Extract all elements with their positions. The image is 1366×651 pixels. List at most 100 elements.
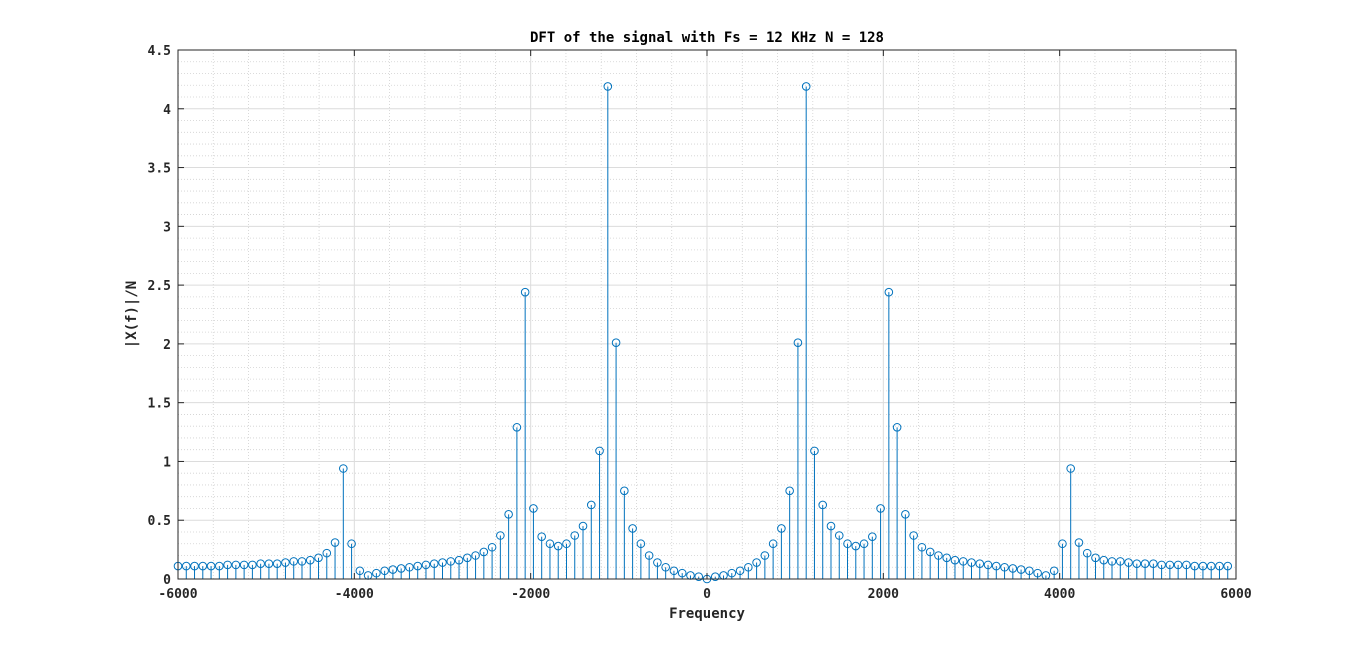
stem-marker [628, 524, 637, 533]
stem-marker [1049, 566, 1059, 576]
stem-marker [396, 564, 406, 573]
stem-marker [801, 82, 811, 91]
stem-marker [586, 500, 596, 510]
x-tick-label: 0 [703, 587, 711, 602]
stem-marker [983, 560, 993, 570]
stem-marker [1182, 560, 1191, 570]
stem-marker [942, 553, 952, 563]
stem-marker [991, 561, 1001, 571]
stem-marker [760, 551, 770, 560]
stem-marker [1082, 548, 1092, 558]
stem-marker [239, 560, 249, 570]
stem-marker [1165, 560, 1175, 570]
y-tick-label: 4.5 [148, 44, 171, 59]
stem-marker [1206, 561, 1216, 571]
stem-marker [272, 559, 282, 569]
stem-marker [1149, 559, 1158, 569]
y-tick-label: 2 [163, 338, 171, 353]
stem-marker [388, 565, 398, 574]
tick-marks [177, 49, 1237, 580]
stem-marker [925, 547, 935, 557]
stem-marker [570, 531, 580, 540]
stem-marker [694, 572, 704, 581]
stem-marker [636, 539, 646, 549]
x-axis-label: Frequency [669, 606, 745, 622]
stem-marker [710, 572, 720, 581]
stem-marker [851, 541, 861, 551]
x-tick-label: 6000 [1220, 587, 1251, 602]
stem-marker [777, 524, 786, 533]
stem-marker [1000, 562, 1009, 572]
stem-marker [669, 566, 679, 576]
stem-marker [496, 531, 505, 540]
stem-marker [264, 559, 274, 569]
stem-marker [1099, 555, 1109, 565]
stem-marker [512, 423, 522, 432]
y-tick-label: 1.5 [148, 397, 171, 412]
stem-marker [975, 559, 985, 569]
y-tick-label: 0.5 [148, 514, 171, 529]
stem-marker [595, 446, 604, 456]
x-tick-label: 2000 [868, 587, 899, 602]
stem-marker [603, 82, 613, 91]
stem-marker [438, 558, 447, 567]
x-tick-label: 4000 [1044, 587, 1075, 602]
stem-marker [504, 510, 513, 519]
y-tick-label: 3 [163, 220, 171, 235]
stem-marker [215, 561, 224, 571]
stem-marker [1157, 560, 1166, 570]
stem-marker [834, 531, 844, 540]
stem-marker [198, 561, 208, 571]
stem-marker [727, 568, 737, 578]
stem-marker [223, 560, 232, 570]
stem-marker [884, 287, 894, 297]
stem-marker [289, 557, 299, 566]
x-tick-label: -6000 [158, 587, 197, 602]
stem-marker [744, 562, 753, 572]
stem-marker [297, 557, 307, 566]
stem-marker [520, 287, 530, 297]
stem-marker [322, 548, 332, 558]
stem-marker [1091, 553, 1100, 563]
stem-marker [1033, 568, 1042, 578]
stem-marker [330, 538, 340, 547]
stem-marker [752, 558, 761, 567]
y-tick-label: 1 [163, 455, 171, 470]
stem-marker [454, 555, 464, 565]
stem-marker [537, 532, 546, 541]
x-tick-label: -4000 [335, 587, 374, 602]
major-grid [177, 49, 1237, 580]
y-tick-label: 2.5 [148, 279, 171, 294]
stem-marker [1132, 559, 1142, 569]
stem-marker [1124, 558, 1133, 567]
y-tick-label: 4 [163, 103, 171, 118]
x-tick-labels: -6000 -4000 -2000 0 2000 4000 6000 [158, 587, 1251, 602]
stem-series [173, 82, 1233, 584]
stem-marker [347, 539, 356, 549]
stem-marker [785, 486, 794, 496]
stem-marker [644, 551, 654, 560]
stem-marker [479, 547, 489, 557]
chart-title: DFT of the signal with Fs = 12 KHz N = 1… [530, 30, 884, 46]
stem-marker [934, 551, 943, 560]
stem-marker [305, 555, 315, 565]
stem-marker [372, 568, 381, 578]
stem-marker [578, 521, 588, 531]
x-tick-label: -2000 [511, 587, 550, 602]
stem-marker [248, 560, 257, 570]
stem-marker [876, 504, 885, 513]
stem-marker [380, 566, 389, 576]
stem-marker [661, 562, 670, 572]
stem-marker [545, 539, 555, 549]
stem-marker [768, 539, 778, 549]
stem-marker [909, 531, 918, 540]
stem-marker [1115, 557, 1125, 566]
stem-marker [1107, 557, 1117, 566]
y-tick-label: 3.5 [148, 162, 171, 177]
stem-marker [967, 558, 976, 567]
stem-marker [206, 561, 216, 571]
stem-marker [339, 464, 348, 473]
stem-marker [421, 560, 431, 570]
stem-marker [553, 541, 563, 551]
